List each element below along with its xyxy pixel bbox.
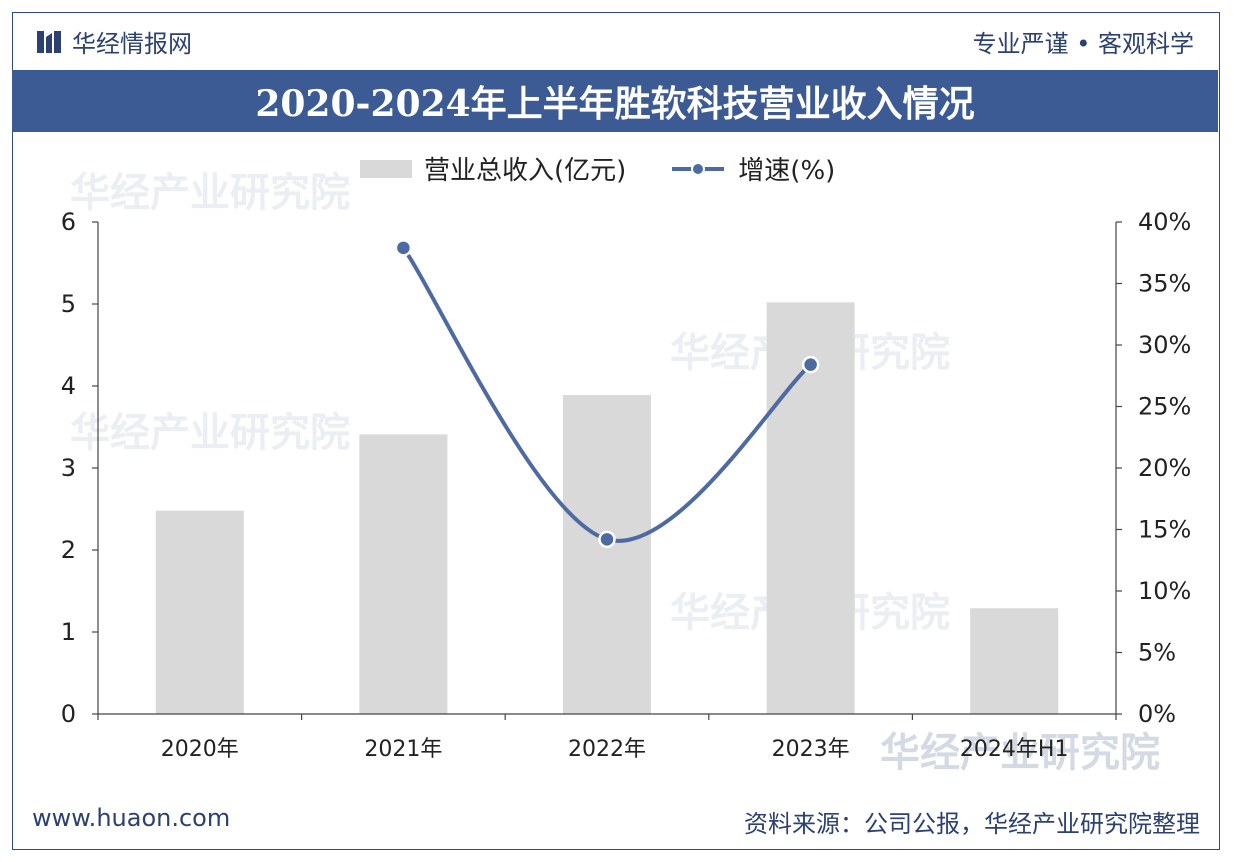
brand-logo-icon bbox=[37, 30, 61, 53]
growth-point bbox=[394, 239, 413, 257]
footer-url[interactable]: www.huaon.com bbox=[32, 804, 231, 832]
y-right-tick-label: 35% bbox=[1138, 270, 1191, 298]
x-tick-label: 2024年H1 bbox=[960, 737, 1069, 762]
legend-label-revenue: 营业总收入(亿元) bbox=[424, 156, 627, 186]
growth-point bbox=[598, 530, 616, 549]
bar bbox=[155, 510, 244, 714]
y-right-tick-label: 10% bbox=[1138, 577, 1191, 605]
motto: 专业严谨 • 客观科学 bbox=[972, 30, 1194, 58]
brand: 华经情报网 bbox=[36, 24, 192, 59]
chart-title-bar: 2020-2024年上半年胜软科技营业收入情况 bbox=[12, 70, 1218, 132]
chart-frame bbox=[12, 12, 1220, 850]
brand-name: 华经情报网 bbox=[72, 30, 192, 58]
y-right-tick-label: 0% bbox=[1138, 700, 1176, 728]
y-right-tick-label: 25% bbox=[1138, 393, 1191, 421]
y-right-tick-label: 5% bbox=[1138, 639, 1176, 667]
y-left-tick-label: 0 bbox=[61, 700, 76, 728]
y-right-tick-label: 15% bbox=[1138, 516, 1191, 544]
legend-line-swatch bbox=[672, 161, 725, 176]
x-tick-label: 2022年 bbox=[568, 737, 646, 762]
y-left-tick-label: 6 bbox=[61, 208, 76, 236]
x-tick-label: 2023年 bbox=[772, 737, 850, 762]
legend-item-growth: 增速(%) bbox=[670, 150, 835, 187]
chart-title: 2020-2024年上半年胜软科技营业收入情况 bbox=[255, 83, 975, 125]
bar bbox=[563, 395, 651, 714]
legend-item-revenue: 营业总收入(亿元) bbox=[360, 150, 626, 187]
y-left-tick-label: 2 bbox=[61, 536, 76, 564]
footer-source: 资料来源：公司公报，华经产业研究院整理 bbox=[744, 810, 1200, 838]
bar bbox=[359, 434, 448, 714]
y-right-tick-label: 40% bbox=[1138, 208, 1191, 236]
growth-point bbox=[801, 355, 820, 374]
legend-label-growth: 增速(%) bbox=[738, 156, 836, 186]
bar bbox=[970, 608, 1059, 714]
y-left-tick-label: 4 bbox=[61, 372, 76, 400]
y-left-tick-label: 5 bbox=[61, 290, 76, 318]
legend-bar-swatch bbox=[360, 159, 412, 178]
x-tick-label: 2021年 bbox=[364, 737, 442, 762]
y-left-tick-label: 1 bbox=[61, 618, 76, 646]
y-left-tick-label: 3 bbox=[61, 454, 76, 482]
x-tick-label: 2020年 bbox=[161, 737, 239, 762]
y-right-tick-label: 30% bbox=[1138, 331, 1191, 359]
y-right-tick-label: 20% bbox=[1138, 454, 1191, 482]
legend: 营业总收入(亿元) 增速(%) bbox=[360, 150, 835, 187]
